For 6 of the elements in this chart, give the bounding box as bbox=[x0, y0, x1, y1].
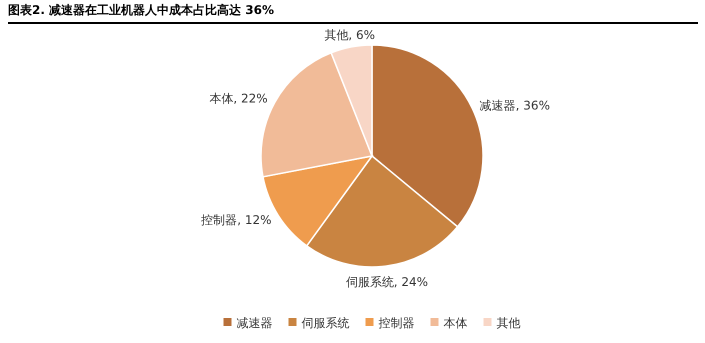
legend-label: 控制器 bbox=[378, 316, 414, 330]
chart-title: 图表2. 减速器在工业机器人中成本占比高达 36% bbox=[8, 2, 698, 24]
legend-label: 本体 bbox=[444, 316, 468, 330]
legend-label: 其他 bbox=[496, 316, 520, 330]
legend-label: 减速器 bbox=[236, 316, 272, 330]
legend-label: 伺服系统 bbox=[302, 316, 350, 330]
